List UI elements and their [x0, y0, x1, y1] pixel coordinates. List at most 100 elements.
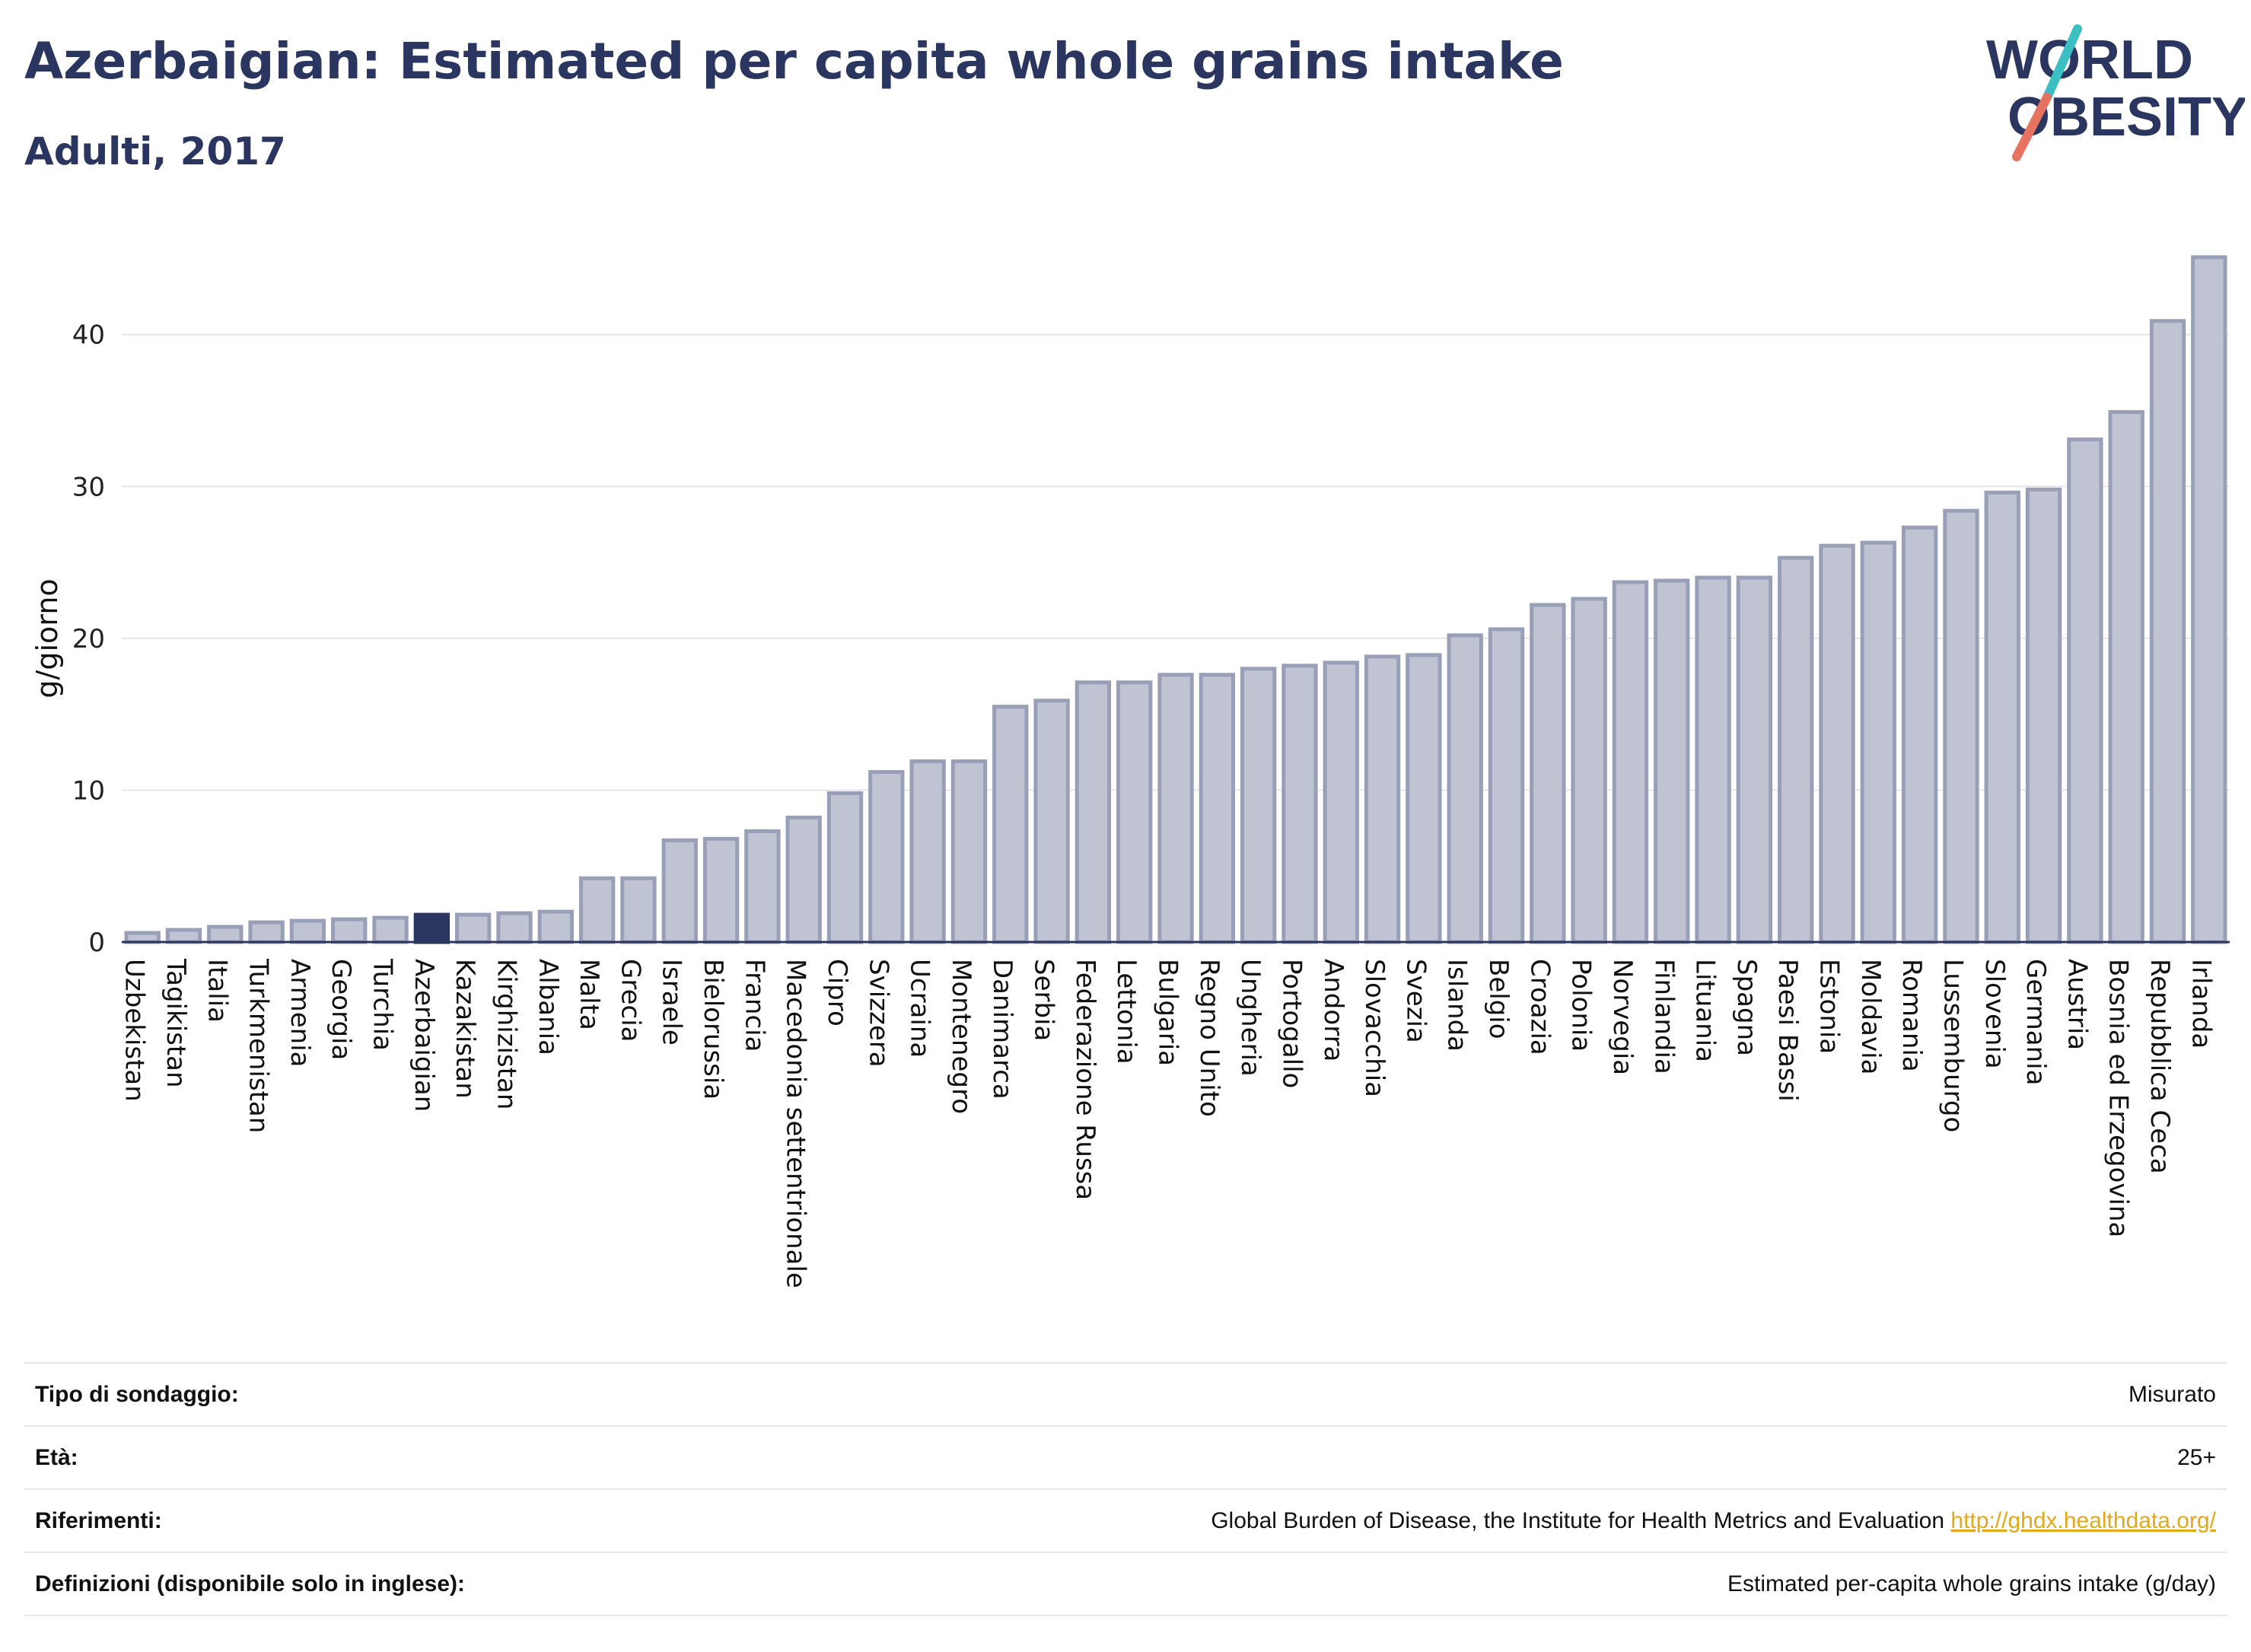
bar-armenia — [289, 918, 326, 944]
bar-uzbekistan — [124, 931, 161, 944]
bar-bosnia-ed-erzegovina — [2108, 410, 2144, 944]
references-label: Riferimenti: — [35, 1507, 162, 1533]
x-tick-label: Islanda — [1442, 959, 1473, 1052]
bar-austria — [2067, 437, 2103, 944]
x-tick-label: Macedonia settentrionale — [781, 959, 811, 1288]
x-tick-label: Irlanda — [2186, 959, 2216, 1049]
bar-azerbaigian — [413, 912, 451, 944]
references-link[interactable]: http://ghdx.healthdata.org/ — [1950, 1507, 2216, 1533]
bar-belgio — [1488, 627, 1525, 944]
info-row-survey-type: Tipo di sondaggio: Misurato — [24, 1363, 2227, 1426]
x-tick-label: Portogallo — [1276, 959, 1307, 1088]
bar-francia — [744, 829, 781, 944]
bar-paesi-bassi — [1778, 555, 1814, 944]
bars — [124, 255, 2227, 944]
age-value: 25+ — [2177, 1444, 2216, 1470]
x-tick-labels: Uzbekistan Tagikistan Italia Turkmenistan Ar… — [119, 958, 2217, 1288]
x-tick-label: Italia — [202, 959, 232, 1023]
x-tick-label: Albania — [533, 959, 563, 1055]
x-tick-label: Paesi Bassi — [1772, 959, 1803, 1102]
x-tick-label: Svezia — [1400, 959, 1431, 1043]
x-tick-label: Moldavia — [1855, 959, 1886, 1074]
survey-type-value: Misurato — [2128, 1381, 2216, 1407]
bar-chart: 0 10 20 30 40 Uzbekistan Tagikistan Italia Turk… — [30, 255, 2230, 1288]
bar-repubblica-ceca — [2149, 319, 2186, 944]
survey-type-label: Tipo di sondaggio: — [35, 1381, 239, 1407]
bar-grecia — [620, 876, 657, 944]
bar-spagna — [1736, 575, 1773, 944]
bar-israele — [661, 838, 698, 944]
bar-svizzera — [868, 769, 905, 944]
x-tick-label: Estonia — [1814, 959, 1845, 1054]
logo-line1: WORLD — [1986, 30, 2193, 91]
x-tick-label: Finlandia — [1648, 959, 1679, 1074]
bar-federazione-russa — [1075, 680, 1112, 944]
x-tick-label: Regno Unito — [1194, 959, 1224, 1117]
bar-montenegro — [950, 759, 988, 944]
y-tick-label: 0 — [88, 928, 105, 958]
x-tick-label: Lituania — [1690, 959, 1721, 1062]
y-tick-label: 40 — [72, 320, 105, 351]
info-table: Tipo di sondaggio: Misurato Età: 25+ Rif… — [24, 1362, 2227, 1616]
bar-macedonia-settentrionale — [785, 815, 822, 944]
x-tick-label: Armenia — [285, 959, 315, 1068]
definitions-value: Estimated per-capita whole grains intake… — [1727, 1571, 2216, 1596]
definitions-label: Definizioni (disponibile solo in inglese… — [35, 1571, 466, 1596]
bar-cipro — [826, 791, 864, 944]
x-tick-label: Azerbaigian — [409, 959, 439, 1112]
x-tick-label: Francia — [739, 959, 769, 1052]
x-tick-label: Ungheria — [1235, 959, 1266, 1077]
x-tick-label: Bosnia ed Erzegovina — [2103, 959, 2134, 1237]
x-tick-label: Kazakistan — [450, 959, 480, 1099]
bar-albania — [537, 909, 574, 944]
bar-ucraina — [909, 759, 946, 944]
x-tick-label: Bielorussia — [698, 959, 728, 1100]
bar-kazakistan — [454, 912, 492, 944]
bar-malta — [578, 876, 616, 944]
x-tick-label: Serbia — [1029, 959, 1059, 1041]
bar-bulgaria — [1157, 673, 1194, 944]
bar-danimarca — [992, 705, 1029, 944]
info-row-definitions: Definizioni (disponibile solo in inglese… — [24, 1552, 2227, 1615]
x-tick-label: Polonia — [1566, 959, 1597, 1052]
bar-slovacchia — [1364, 654, 1401, 944]
bar-lituania — [1695, 575, 1731, 944]
info-row-references: Riferimenti: Global Burden of Disease, t… — [24, 1489, 2227, 1552]
y-tick-labels: 0 10 20 30 40 — [72, 320, 105, 958]
y-axis-label: g/giorno — [30, 578, 64, 698]
bar-serbia — [1033, 699, 1070, 944]
bar-regno-unito — [1199, 673, 1235, 944]
x-tick-label: Tagikistan — [161, 958, 191, 1088]
bar-finlandia — [1654, 578, 1690, 944]
x-tick-label: Slovenia — [1979, 959, 2010, 1069]
x-tick-label: Ucraina — [905, 959, 935, 1058]
chart-title: Azerbaigian: Estimated per capita whole … — [24, 32, 1564, 91]
x-tick-label: Norvegia — [1607, 959, 1638, 1075]
x-tick-label: Georgia — [326, 959, 356, 1060]
x-tick-label: Belgio — [1483, 959, 1514, 1039]
x-tick-label: Romania — [1896, 959, 1927, 1072]
x-tick-label: Austria — [2062, 959, 2092, 1050]
bar-islanda — [1447, 633, 1483, 944]
bar-italia — [207, 925, 244, 944]
x-tick-label: Germania — [2020, 959, 2051, 1085]
x-tick-label: Cipro — [822, 959, 852, 1027]
age-label: Età: — [35, 1444, 78, 1470]
bar-slovenia — [1984, 490, 2020, 944]
x-tick-label: Turchia — [368, 958, 398, 1051]
x-tick-label: Malta — [574, 959, 604, 1030]
x-tick-label: Kirghizistan — [491, 959, 521, 1109]
bar-svezia — [1406, 653, 1442, 944]
bar-turkmenistan — [248, 920, 285, 944]
x-tick-label: Federazione Russa — [1070, 959, 1100, 1200]
x-tick-label: Repubblica Ceca — [2144, 959, 2175, 1174]
x-tick-label: Slovacchia — [1359, 959, 1390, 1097]
bar-andorra — [1323, 660, 1359, 944]
x-tick-label: Andorra — [1318, 959, 1348, 1062]
x-tick-label: Bulgaria — [1153, 959, 1183, 1066]
x-tick-label: Grecia — [615, 959, 645, 1042]
x-tick-label: Croazia — [1524, 959, 1555, 1055]
logo-slash-teal — [2042, 24, 2082, 102]
bar-moldavia — [1860, 540, 1897, 944]
x-tick-label: Svizzera — [863, 959, 893, 1068]
